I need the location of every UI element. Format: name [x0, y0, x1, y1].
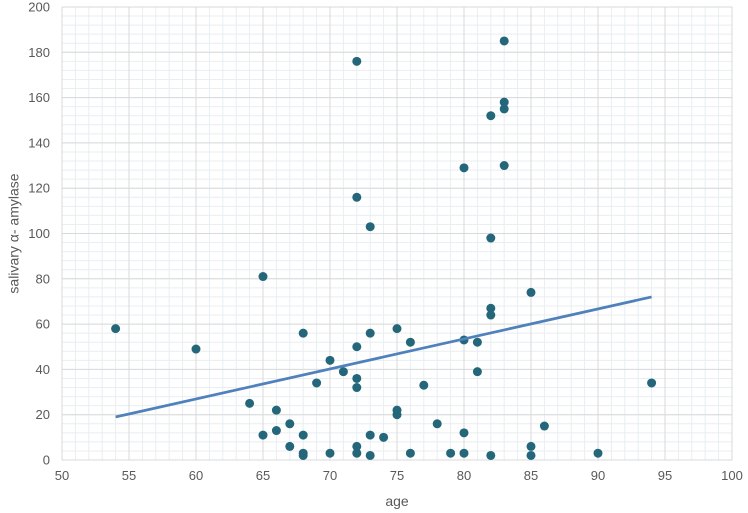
x-tick-label: 65 [256, 468, 270, 483]
data-point [392, 410, 402, 420]
y-tick-label: 200 [28, 0, 50, 15]
major-gridlines [61, 6, 733, 461]
x-tick-label: 80 [457, 468, 471, 483]
data-point [365, 450, 375, 460]
data-point [111, 324, 121, 334]
data-point [486, 450, 496, 460]
data-point [405, 337, 415, 347]
data-point [365, 430, 375, 440]
x-tick-label: 95 [658, 468, 672, 483]
data-point [419, 380, 429, 390]
data-point [459, 428, 469, 438]
data-point [392, 324, 402, 334]
data-point [499, 97, 509, 107]
data-point [459, 448, 469, 458]
data-point [446, 448, 456, 458]
y-tick-label: 160 [28, 90, 50, 105]
data-point [285, 419, 295, 429]
data-point [539, 421, 549, 431]
data-point [352, 56, 362, 66]
data-point [312, 378, 322, 388]
data-point [486, 303, 496, 313]
x-tick-label: 50 [55, 468, 69, 483]
x-axis-title: age [385, 493, 409, 509]
y-tick-label: 60 [36, 317, 50, 332]
x-tick-label: 60 [189, 468, 203, 483]
data-point [352, 383, 362, 393]
x-tick-label: 55 [122, 468, 136, 483]
x-tick-label: 85 [524, 468, 538, 483]
data-point [298, 430, 308, 440]
y-tick-label: 40 [36, 362, 50, 377]
data-point [486, 310, 496, 320]
data-point [352, 342, 362, 352]
x-tick-label: 70 [323, 468, 337, 483]
data-point [325, 355, 335, 365]
data-point [459, 163, 469, 173]
y-tick-label: 0 [43, 453, 50, 468]
data-point [325, 448, 335, 458]
y-tick-label: 20 [36, 407, 50, 422]
data-point [593, 448, 603, 458]
y-axis-title: salivary α- amylase [6, 173, 22, 293]
data-point [245, 398, 255, 408]
trendline [115, 295, 652, 419]
data-point [352, 441, 362, 451]
x-tick-label: 90 [591, 468, 605, 483]
data-point [432, 419, 442, 429]
y-tick-label: 180 [28, 45, 50, 60]
data-point [352, 373, 362, 383]
data-point [338, 367, 348, 377]
data-point [352, 448, 362, 458]
data-point [365, 328, 375, 338]
data-points [111, 36, 657, 460]
x-axis-tick-labels: 50 55 60 65 70 75 80 85 90 95 100 [55, 468, 743, 483]
data-point [379, 432, 389, 442]
data-point [499, 36, 509, 46]
data-point [499, 161, 509, 171]
x-tick-label: 75 [390, 468, 404, 483]
data-point [258, 430, 268, 440]
y-tick-label: 80 [36, 271, 50, 286]
data-point [405, 448, 415, 458]
data-point [298, 328, 308, 338]
data-point [285, 441, 295, 451]
data-point [271, 426, 281, 436]
y-tick-label: 120 [28, 181, 50, 196]
data-point [298, 450, 308, 460]
data-point [486, 233, 496, 243]
data-point [258, 272, 268, 282]
data-point [365, 222, 375, 232]
data-point [472, 337, 482, 347]
data-point [526, 287, 536, 297]
data-point [271, 405, 281, 415]
data-point [472, 367, 482, 377]
y-axis-tick-labels: 0 20 40 60 80 100 120 140 160 180 200 [28, 0, 50, 468]
data-point [647, 378, 657, 388]
x-tick-label: 100 [721, 468, 743, 483]
y-tick-label: 140 [28, 135, 50, 150]
data-point [499, 104, 509, 114]
y-tick-label: 100 [28, 226, 50, 241]
data-point [526, 450, 536, 460]
data-point [486, 111, 496, 121]
data-point [526, 441, 536, 451]
data-point [191, 344, 201, 354]
data-point [352, 192, 362, 202]
